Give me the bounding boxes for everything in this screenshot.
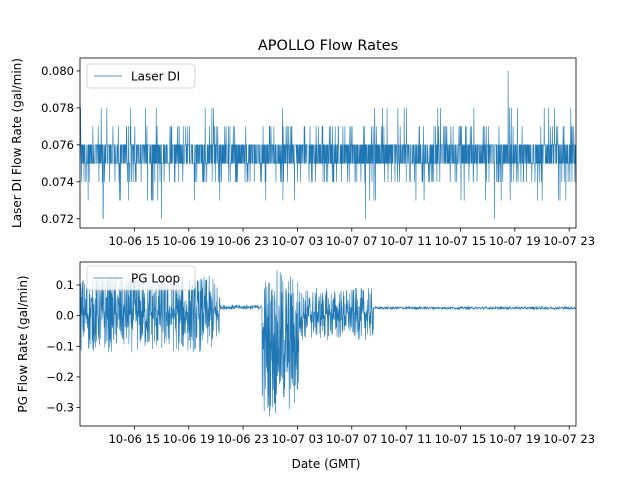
pg-loop-legend-box [86, 265, 196, 291]
pg-loop-line [79, 270, 577, 417]
pg-loop-panel: −0.3 −0.2 −0.1 0.0 0.1 10-06 15 10-06 19 10-06… [16, 261, 595, 471]
pg-loop-x-axis: 10-06 15 10-06 19 10-06 23 10-07 03 10-07 07… [108, 426, 595, 446]
laser-di-y-tick-label: 0.074 [41, 175, 74, 189]
pg-loop-y-axis: −0.3 −0.2 −0.1 0.0 0.1 [46, 278, 80, 415]
laser-di-x-tick-label: 10-06 15 [108, 234, 160, 248]
pg-loop-y-tick-label: −0.3 [46, 401, 74, 415]
laser-di-x-tick-label: 10-07 03 [272, 234, 324, 248]
pg-loop-y-tick-label: 0.1 [56, 278, 74, 292]
laser-di-x-tick-label: 10-07 19 [489, 234, 541, 248]
pg-loop-x-tick-label: 10-06 15 [108, 432, 160, 446]
laser-di-legend-label: Laser DI [131, 70, 180, 84]
laser-di-x-tick-label: 10-07 23 [543, 234, 595, 248]
pg-loop-x-tick-label: 10-07 19 [489, 432, 541, 446]
pg-loop-plot-frame [79, 261, 577, 427]
laser-di-x-tick-label: 10-07 15 [435, 234, 487, 248]
pg-loop-x-tick-label: 10-06 19 [163, 432, 215, 446]
pg-loop-legend-label: PG Loop [131, 272, 180, 286]
pg-loop-x-tick-label: 10-06 23 [217, 432, 269, 446]
laser-di-y-tick-label: 0.080 [41, 64, 74, 78]
pg-loop-x-tick-label: 10-07 23 [543, 432, 595, 446]
laser-di-y-tick-label: 0.078 [41, 101, 74, 115]
laser-di-legend: Laser DI [86, 63, 196, 89]
pg-loop-series-line [79, 270, 577, 417]
pg-loop-y-tick-label: −0.1 [46, 339, 74, 353]
laser-di-plot-frame [79, 57, 577, 229]
laser-di-series-line [79, 70, 577, 220]
laser-di-legend-box [86, 63, 196, 89]
chart-title: APOLLO Flow Rates [258, 38, 398, 54]
laser-di-x-axis: 10-06 15 10-06 19 10-06 23 10-07 03 10-07 07… [108, 228, 595, 248]
laser-di-x-tick-label: 10-07 11 [380, 234, 432, 248]
pg-loop-x-tick-label: 10-07 07 [326, 432, 378, 446]
pg-loop-legend: PG Loop [86, 265, 196, 291]
pg-loop-x-tick-label: 10-07 03 [272, 432, 324, 446]
laser-di-x-tick-label: 10-06 23 [217, 234, 269, 248]
laser-di-y-axis: 0.072 0.074 0.076 0.078 0.080 [41, 64, 80, 226]
laser-di-y-tick-label: 0.072 [41, 212, 74, 226]
laser-di-y-tick-label: 0.076 [41, 138, 74, 152]
laser-di-x-tick-label: 10-06 19 [163, 234, 215, 248]
pg-loop-y-tick-label: 0.0 [56, 309, 74, 323]
pg-loop-x-tick-label: 10-07 11 [380, 432, 432, 446]
laser-di-y-axis-label: Laser DI Flow Rate (gal/min) [10, 58, 24, 228]
pg-loop-x-tick-label: 10-07 15 [435, 432, 487, 446]
pg-loop-y-tick-label: −0.2 [46, 370, 74, 384]
pg-loop-y-axis-label: PG Flow Rate (gal/min) [16, 275, 30, 412]
laser-di-line [79, 70, 577, 220]
x-axis-label: Date (GMT) [292, 457, 361, 471]
laser-di-x-tick-label: 10-07 07 [326, 234, 378, 248]
